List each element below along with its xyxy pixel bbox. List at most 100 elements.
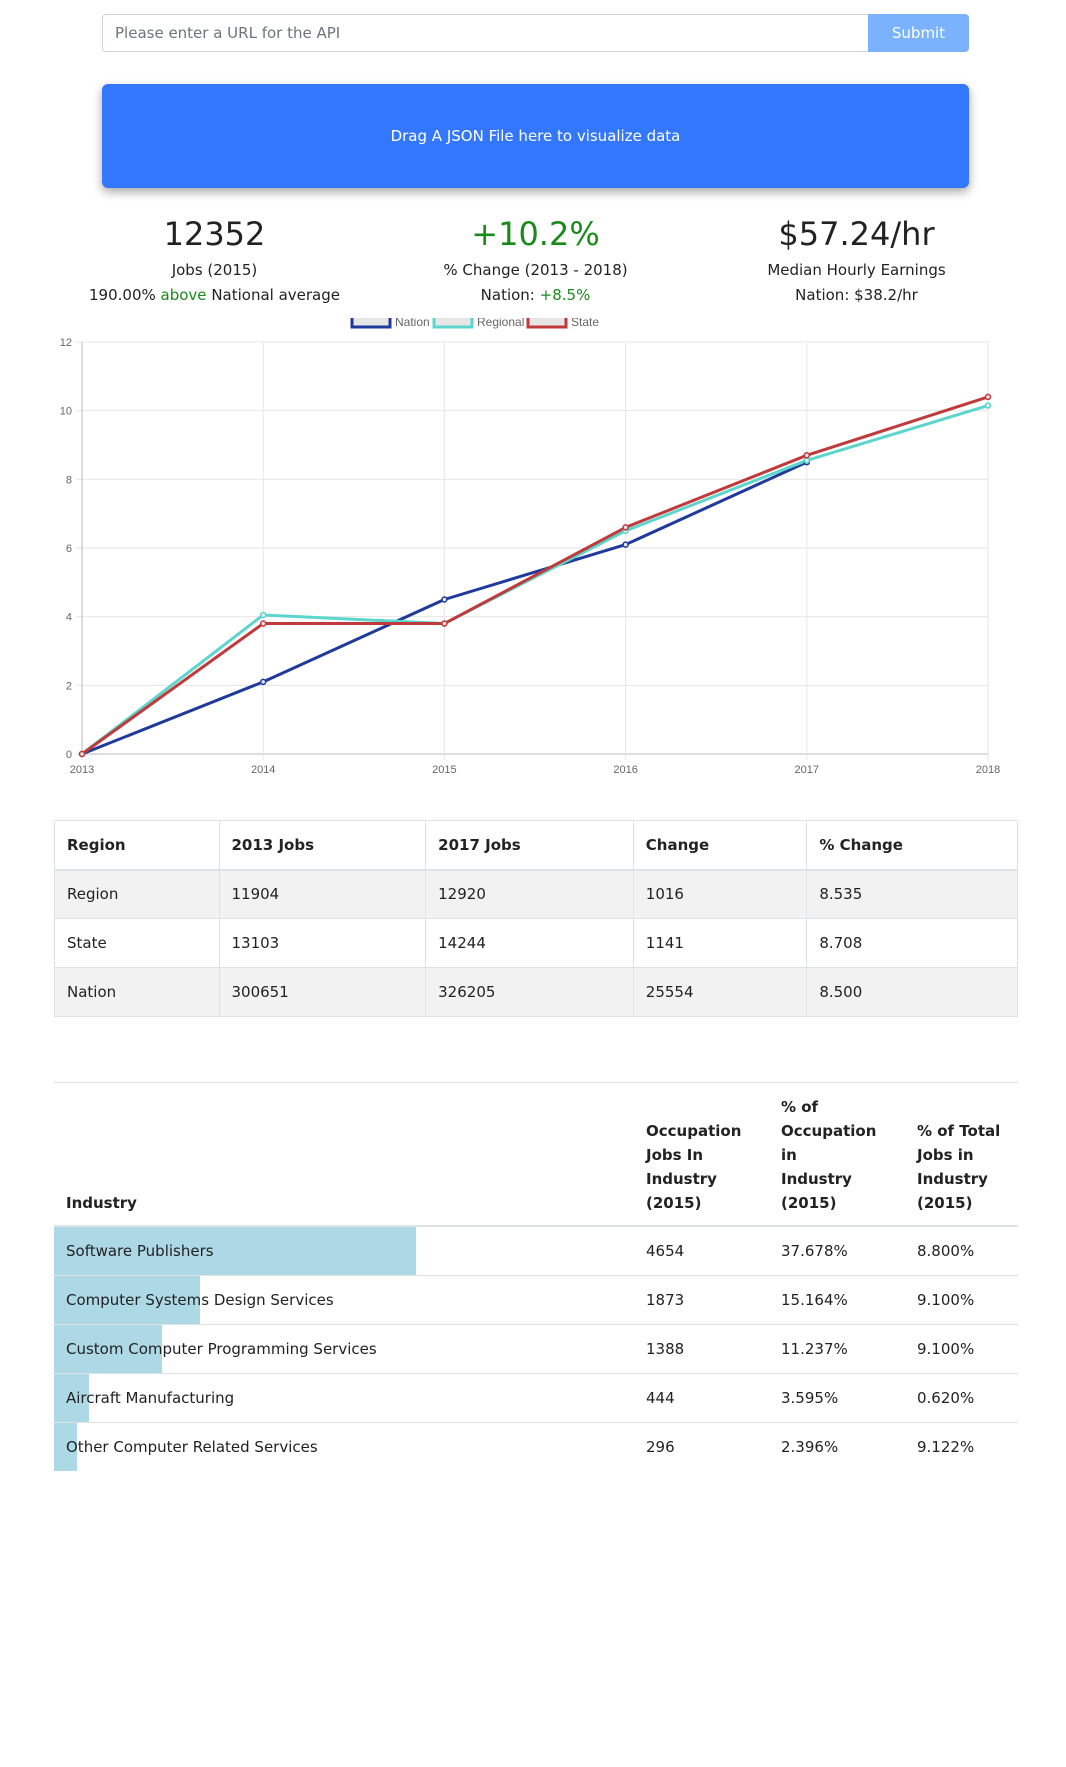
x-tick-label: 2017 (795, 764, 819, 776)
industry-jobs-cell: 1873 (634, 1274, 769, 1324)
table-cell: 12920 (425, 869, 634, 919)
series-line-state (81, 395, 989, 756)
legend-swatch-regional (432, 318, 474, 329)
jobs-table-head: Region 2013 Jobs 2017 Jobs Change% Change (54, 820, 1018, 871)
legend-swatch-state (526, 318, 568, 329)
industry-header: Industry (54, 1082, 634, 1227)
industry-table-head: Industry Occupation Jobs In Industry (20… (54, 1082, 1018, 1227)
jobs-column-header: Change (632, 820, 808, 871)
api-url-input[interactable] (102, 14, 868, 52)
industry-pct-occ-cell: 37.678% (781, 1241, 848, 1260)
industry-jobs-cell: 1388 (634, 1323, 769, 1373)
table-cell: 1141 (632, 918, 808, 968)
table-row: Computer Systems Design Services 1873 15.1… (54, 1274, 1018, 1324)
header-line: (2015) (917, 1194, 973, 1212)
industry-pct-occ-cell: 15.164% (769, 1274, 905, 1324)
data-point-regional (259, 611, 267, 619)
industry-pct-occ-cell: 3.595% (769, 1372, 905, 1422)
y-tick-label: 6 (66, 543, 72, 555)
header-line: Industry (781, 1170, 852, 1188)
industry-name: Custom Computer Programming Services (66, 1339, 377, 1358)
header-line: Jobs In (646, 1146, 704, 1164)
data-point-state (984, 393, 992, 401)
data-point-state (622, 524, 629, 531)
industry-share-bar (54, 1275, 200, 1324)
industry-name: Other Computer Related Services (66, 1437, 318, 1456)
jobs-table: Region 2013 Jobs 2017 Jobs Change% Change R… (54, 820, 1018, 1017)
header-line: Industry (917, 1170, 988, 1188)
industry-share-bar (54, 1324, 162, 1373)
pct-occupation-header: % of Occupation in Industry (2015) (769, 1082, 905, 1227)
jobs-comparison: 190.00% above National average (54, 282, 375, 308)
table-cell: 8.500 (806, 967, 1018, 1017)
table-cell: 326205 (425, 967, 634, 1017)
industry-table-body: Software Publishers 4654 37.678% 8.800% Comp… (54, 1226, 1018, 1471)
data-point-nation (259, 678, 267, 686)
earnings-nation: Nation: $38.2/hr (795, 286, 918, 304)
industry-pct-occ-cell: 2.396% (769, 1421, 905, 1471)
table-cell: 11904 (218, 869, 427, 919)
change-value: +10.2% (471, 215, 600, 253)
table-row: Custom Computer Programming Services 1388… (54, 1323, 1018, 1373)
industry-jobs-cell: 4654 (646, 1241, 685, 1260)
submit-button[interactable]: Submit (868, 14, 969, 52)
data-point-regional (984, 402, 992, 409)
table-row: State 13103 14244 1141 8.708 (54, 918, 1018, 968)
data-point-nation (622, 541, 629, 548)
earnings-label: Median Hourly Earnings (767, 261, 946, 279)
jobs-comparison-rest: National average (211, 286, 340, 304)
table-cell: 8.708 (806, 918, 1018, 968)
json-drop-zone[interactable]: Drag A JSON File here to visualize data (102, 84, 969, 188)
header-line: (2015) (646, 1194, 702, 1212)
x-tick-label: 2015 (432, 764, 456, 776)
jobs-table-header-row: Region 2013 Jobs 2017 Jobs Change% Change (54, 820, 1018, 871)
header-line: Industry (646, 1170, 717, 1188)
industry-jobs-cell: 444 (634, 1372, 769, 1422)
pct-total-header: % of Total Jobs in Industry (2015) (905, 1082, 1018, 1227)
change-stat: +10.2% % Change (2013 - 2018) Nation: +8… (375, 212, 696, 308)
industry-name: Software Publishers (66, 1241, 214, 1260)
industry-name-cell: Aircraft Manufacturing (54, 1372, 634, 1422)
industry-name-cell: Custom Computer Programming Services (54, 1323, 634, 1373)
jobs-column-header: % Change (806, 820, 1018, 871)
header-line: Occupation (646, 1122, 742, 1140)
jobs-comparison-value: 190.00% (89, 286, 156, 304)
y-tick-label: 12 (60, 337, 72, 349)
legend-label-nation: Nation (395, 318, 430, 329)
table-cell: State (54, 918, 220, 968)
table-cell: 300651 (218, 967, 427, 1017)
header-line: Jobs in (917, 1146, 974, 1164)
legend-label-regional: Regional (477, 318, 524, 329)
data-point-state (78, 750, 86, 758)
jobs-table-body: Region 11904 12920 1016 8.535 State 13103 14244… (54, 869, 1018, 1017)
table-row: Software Publishers 4654 37.678% 8.800% (54, 1226, 1018, 1275)
jobs-stat: 12352 Jobs (2015) 190.00% above National… (54, 212, 375, 308)
jobs-column-header: 2017 Jobs (425, 820, 634, 871)
data-point-state (259, 620, 267, 627)
industry-table: Industry Occupation Jobs In Industry (20… (54, 1082, 1018, 1471)
earnings-value: $57.24/hr (778, 215, 935, 253)
header-line: (2015) (781, 1194, 837, 1212)
y-tick-label: 10 (60, 406, 72, 418)
table-cell: 8.535 (806, 869, 1018, 919)
industry-pct-total-cell: 9.122% (905, 1421, 1018, 1471)
earnings-stat: $57.24/hr Median Hourly Earnings Nation:… (696, 212, 1017, 308)
y-tick-label: 2 (66, 680, 72, 692)
table-cell: 14244 (425, 918, 634, 968)
url-bar: Submit (102, 14, 969, 52)
industry-pct-total-cell: 8.800% (917, 1241, 975, 1260)
table-row: Nation 300651 326205 25554 8.500 (54, 967, 1018, 1017)
data-point-nation (441, 596, 448, 603)
change-nation-value: +8.5% (539, 286, 591, 304)
industry-table-header-row: Industry Occupation Jobs In Industry (20… (54, 1082, 1018, 1227)
x-tick-label: 2014 (251, 764, 275, 776)
jobs-value: 12352 (163, 215, 266, 253)
header-line: % of Total (917, 1122, 1001, 1140)
industry-name-cell: Other Computer Related Services (54, 1421, 634, 1471)
table-row: Other Computer Related Services 296 2.396%… (54, 1421, 1018, 1471)
industry-pct-total-cell: 0.620% (905, 1372, 1018, 1422)
drop-zone-label: Drag A JSON File here to visualize data (390, 127, 681, 145)
x-tick-label: 2013 (70, 764, 94, 776)
industry-pct-occ-cell: 11.237% (769, 1323, 905, 1373)
header-line: Occupation in (781, 1122, 877, 1164)
